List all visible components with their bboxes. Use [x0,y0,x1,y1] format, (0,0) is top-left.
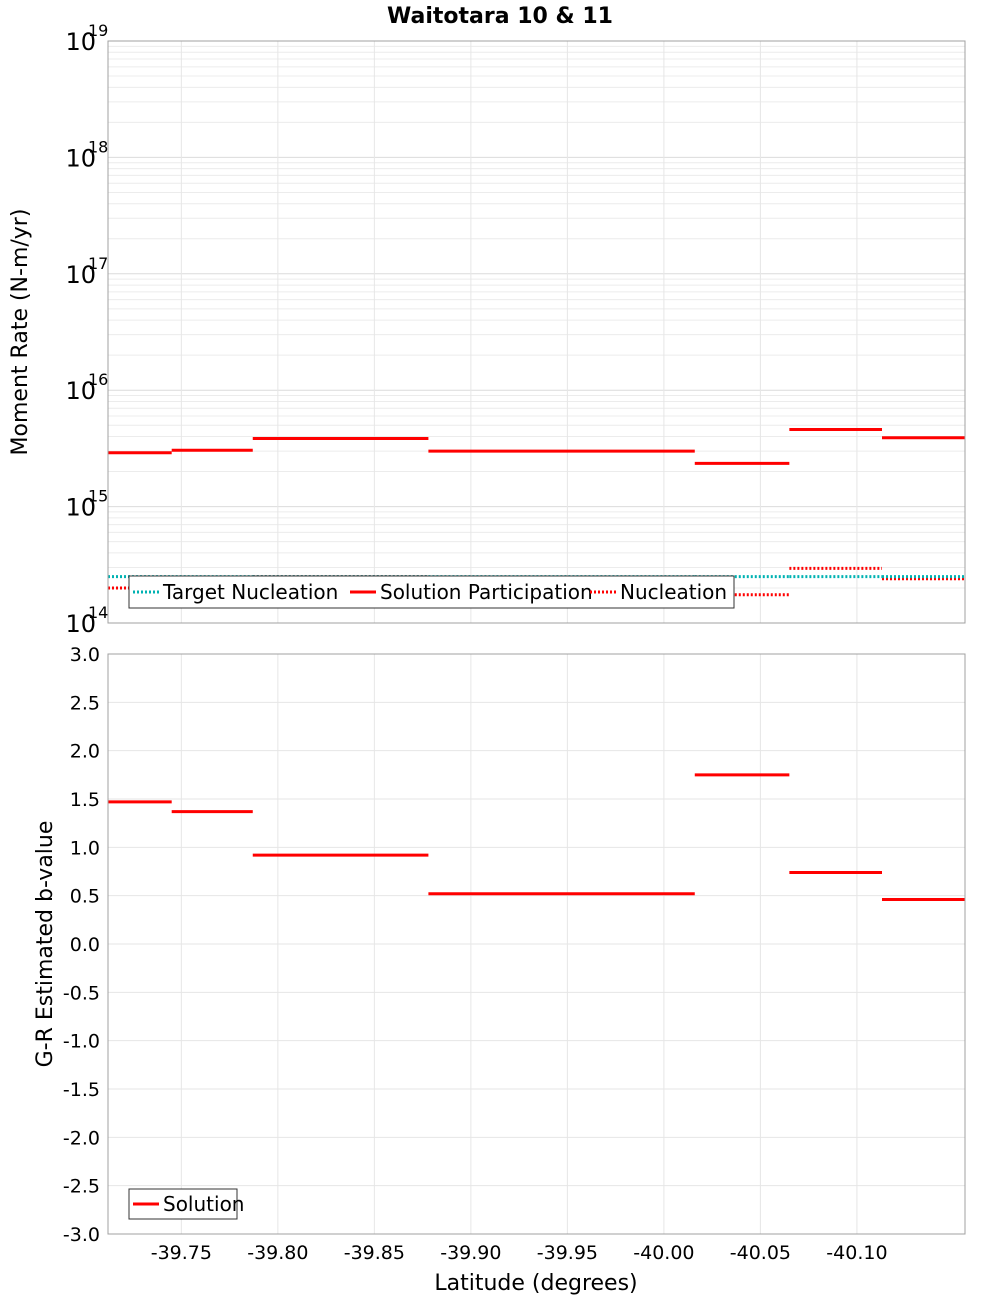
chart-title: Waitotara 10 & 11 [387,4,613,29]
x-tick-label: -39.95 [537,1242,598,1264]
top-plot-border [107,40,966,624]
top-y-tick-exponent: 17 [88,254,108,273]
top-y-tick-base: 10 [65,377,96,405]
top-legend-label: Nucleation [620,580,727,604]
x-tick-label: -39.85 [344,1242,405,1264]
bottom-y-tick-label: -1.5 [63,1079,100,1101]
bottom-legend: Solution [128,1188,244,1220]
x-tick-label: -39.75 [151,1242,212,1264]
top-plot-area [108,41,965,623]
top-y-tick-base: 10 [65,144,96,172]
top-y-tick-exponent: 16 [88,370,108,389]
bottom-y-tick-labels: -3.0 -2.5 -2.0 -1.5 -1.0 -0.5 0.0 0.5 1.0 1.5 2.0 2… [63,644,100,1246]
bottom-y-tick-label: 2.0 [70,741,100,763]
x-axis-label: Latitude (degrees) [434,1271,637,1296]
x-tick-label: -39.80 [247,1242,308,1264]
bottom-y-tick-label: -2.5 [63,1176,100,1198]
top-legend-label: Solution Participation [380,580,593,604]
bottom-y-tick-label: -3.0 [63,1224,100,1246]
bottom-legend-label: Solution [163,1192,244,1216]
top-y-axis-label: Moment Rate (N-m/yr) [8,209,33,456]
bottom-plot-border [107,653,966,1235]
bottom-y-tick-label: 3.0 [70,644,100,666]
b-value-plot: -3.0 -2.5 -2.0 -1.5 -1.0 -0.5 0.0 0.5 1.0 1.5 2.0 2… [33,644,966,1296]
top-legend-box [128,575,735,609]
top-y-tick-base: 10 [65,28,96,56]
x-tick-labels: -39.75 -39.80 -39.85 -39.90 -39.95 -40.00 -40.… [151,1242,888,1264]
top-legend-label: Target Nucleation [162,580,338,604]
top-y-tick-base: 10 [65,610,96,638]
bottom-y-tick-label: 1.5 [70,789,100,811]
bottom-y-tick-label: -0.5 [63,982,100,1004]
bottom-y-tick-label: -1.0 [63,1031,100,1053]
top-y-tick-base: 10 [65,494,96,522]
top-y-tick-exponent: 19 [88,21,108,40]
top-y-tick-exponent: 15 [88,487,108,506]
x-tick-label: -39.90 [440,1242,501,1264]
bottom-y-tick-label: 2.5 [70,692,100,714]
bottom-y-tick-label: 0.0 [70,934,100,956]
bottom-series [108,773,965,902]
top-y-tick-base: 10 [65,261,96,289]
x-tick-label: -40.10 [826,1242,887,1264]
x-tick-label: -40.05 [730,1242,791,1264]
x-tick-label: -40.00 [633,1242,694,1264]
bottom-y-tick-label: 1.0 [70,837,100,859]
top-y-tick-exponent: 18 [88,137,108,156]
bottom-y-tick-label: -2.0 [63,1127,100,1149]
bottom-y-tick-label: 0.5 [70,886,100,908]
top-y-tick-exponent: 14 [88,603,108,622]
top-legend: Target Nucleation Solution Participation N… [128,575,735,609]
bottom-y-axis-label: G-R Estimated b-value [33,821,58,1068]
